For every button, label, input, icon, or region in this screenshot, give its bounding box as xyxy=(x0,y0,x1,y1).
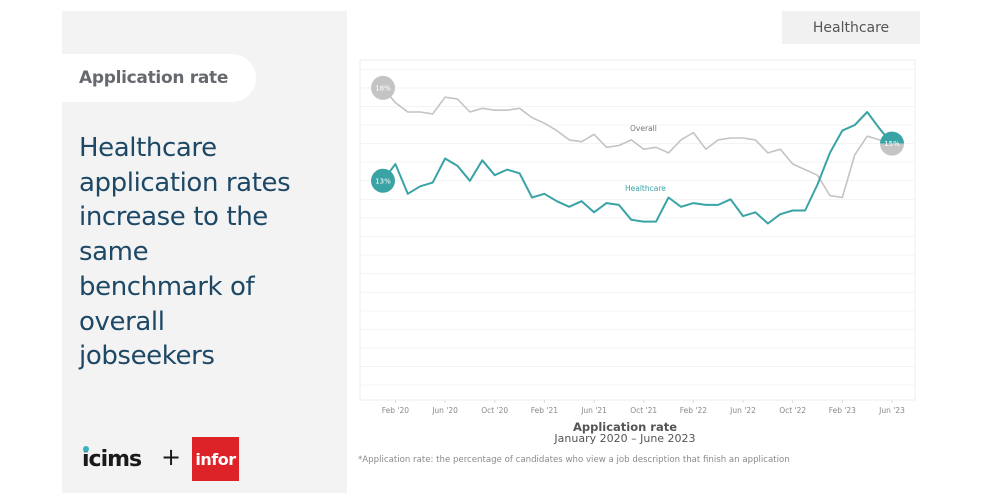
x-tick-label: Feb '20 xyxy=(382,406,409,415)
x-tick-label: Jun '21 xyxy=(580,406,607,415)
x-tick-label: Jun '20 xyxy=(431,406,458,415)
footnote: *Application rate: the percentage of can… xyxy=(358,455,790,465)
x-tick-label: Oct '22 xyxy=(779,406,806,415)
headline-line: jobseekers xyxy=(79,339,339,374)
x-tick-label: Feb '22 xyxy=(680,406,707,415)
x-tick-label: Jun '23 xyxy=(878,406,905,415)
start-label-overall: 18% xyxy=(375,84,391,92)
end-label: 15% xyxy=(884,140,900,148)
x-axis-subtitle: January 2020 – June 2023 xyxy=(500,432,750,445)
x-tick-label: Feb '21 xyxy=(531,406,558,415)
series-label-overall: Overall xyxy=(630,124,657,133)
headline: Healthcare application rates increase to… xyxy=(79,131,339,374)
icims-logo-dot xyxy=(83,446,89,452)
x-tick-label: Feb '23 xyxy=(829,406,856,415)
headline-line: Healthcare xyxy=(79,131,339,166)
x-tick-label: Jun '22 xyxy=(729,406,756,415)
headline-line: benchmark of xyxy=(79,270,339,305)
series-label-healthcare: Healthcare xyxy=(625,184,666,193)
x-ticks: Feb '20 Jun '20 Oct '20 Feb '21 Jun '21 Oct '… xyxy=(382,400,905,415)
x-tick-label: Oct '20 xyxy=(481,406,508,415)
plus-sign: + xyxy=(161,443,181,471)
plot-frame xyxy=(360,60,915,400)
headline-line: application rates xyxy=(79,166,339,201)
icims-logo: icims xyxy=(82,447,141,472)
headline-line: overall xyxy=(79,305,339,340)
line-chart: Feb '20 Jun '20 Oct '20 Feb '21 Jun '21 Oct '… xyxy=(355,50,925,415)
start-label-healthcare: 13% xyxy=(375,177,391,185)
headline-line: increase to the xyxy=(79,200,339,235)
infor-logo: infor xyxy=(192,437,239,481)
tab-healthcare[interactable]: Healthcare xyxy=(782,11,920,44)
infor-logo-text: infor xyxy=(195,450,235,469)
x-tick-label: Oct '21 xyxy=(630,406,657,415)
section-label: Application rate xyxy=(79,68,228,88)
logos: icims + infor xyxy=(82,437,282,482)
tab-label: Healthcare xyxy=(813,20,889,36)
headline-line: same xyxy=(79,235,339,270)
